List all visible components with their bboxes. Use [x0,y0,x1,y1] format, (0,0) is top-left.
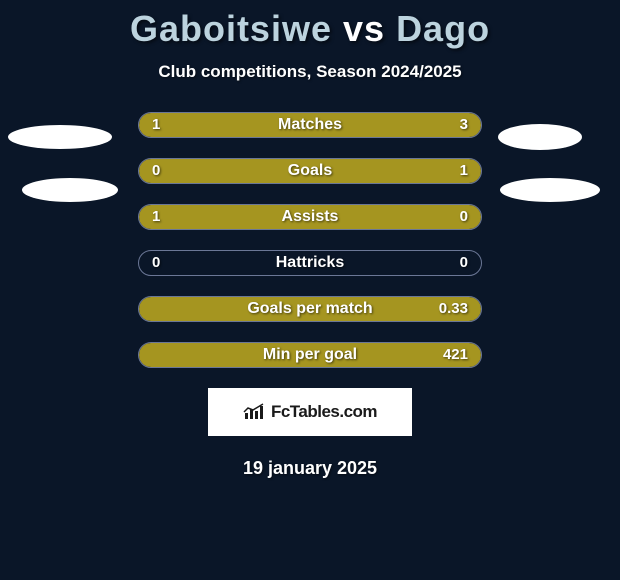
player-photo-placeholder [500,178,600,202]
stat-bar [138,296,482,322]
stat-fill-left [139,343,180,367]
stat-fill-right [225,113,482,137]
stat-bar [138,342,482,368]
brand-badge[interactable]: FcTables.com [208,388,412,436]
stat-row: Hattricks00 [0,250,620,276]
stat-bar [138,158,482,184]
vs-text: vs [343,8,385,49]
stat-fill-left [139,297,180,321]
stat-fill-left [139,205,402,229]
player-photo-placeholder [8,125,112,149]
stat-fill-right [402,205,481,229]
stat-fill-left [139,159,201,183]
player2-name: Dago [396,8,490,49]
stat-row: Assists10 [0,204,620,230]
player1-name: Gaboitsiwe [130,8,332,49]
stat-row: Min per goal421 [0,342,620,368]
player-photo-placeholder [22,178,118,202]
bar-chart-icon [243,403,265,421]
stat-fill-left [139,113,225,137]
stats-container: Matches13Goals01Assists10Hattricks00Goal… [0,112,620,368]
brand-text: FcTables.com [271,402,377,422]
stat-fill-right [180,297,481,321]
stat-fill-right [201,159,481,183]
comparison-title: Gaboitsiwe vs Dago [0,0,620,50]
stat-bar [138,250,482,276]
stat-row: Goals per match0.33 [0,296,620,322]
player-photo-placeholder [498,124,582,150]
stat-fill-right [180,343,481,367]
stat-bar [138,112,482,138]
subtitle: Club competitions, Season 2024/2025 [0,62,620,82]
stat-bar [138,204,482,230]
date-text: 19 january 2025 [0,458,620,479]
